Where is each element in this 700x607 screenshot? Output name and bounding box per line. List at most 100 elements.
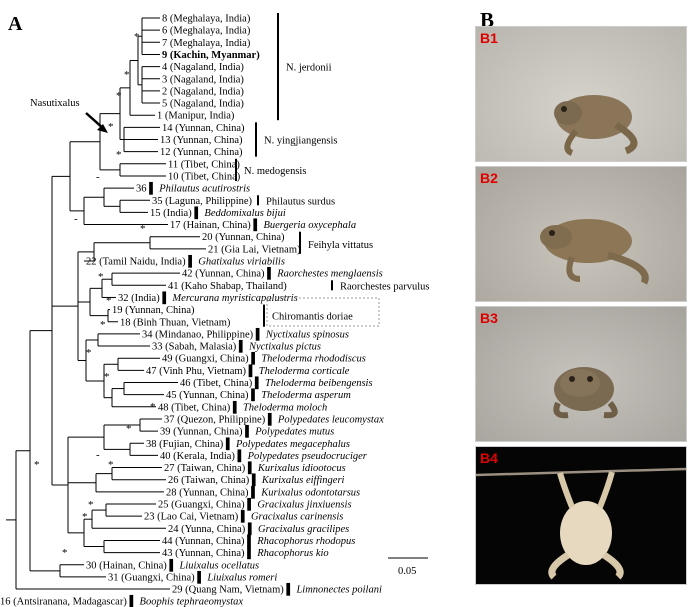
taxon-label: 10 (Tibet, China) — [168, 171, 241, 182]
species-name: Gracixalus carinensis — [251, 512, 343, 523]
taxon-label: 20 (Yunnan, China) — [202, 232, 285, 243]
taxon-label-text: 11 (Tibet, China) — [168, 159, 240, 170]
taxon-label-text: 26 (Taiwan, China) — [168, 475, 250, 486]
selection-box — [266, 297, 380, 327]
taxon-label: 45 (Yunnan, China) ▌ Theloderma asperum — [166, 388, 351, 402]
clade-label: N. medogensis — [244, 166, 306, 177]
taxon-label: 14 (Yunnan, China) — [162, 123, 245, 134]
support-mark: * — [62, 547, 68, 559]
taxon-label-text: 45 (Yunnan, China) — [166, 390, 249, 401]
taxon-label-text: 44 (Yunnan, China) — [162, 536, 245, 547]
taxon-label: 4 (Nagaland, India) — [162, 62, 244, 73]
taxon-label-text: 16 (Antsiranana, Madagascar) — [0, 597, 127, 607]
frog-ventral-image — [476, 467, 686, 580]
species-name: Theloderma asperum — [261, 390, 351, 401]
taxon-label-text: 14 (Yunnan, China) — [162, 123, 245, 134]
species-name: Rhacophorus rhodopus — [256, 536, 355, 547]
species-name: Nyctixalus pictus — [248, 342, 321, 353]
support-mark: - — [96, 171, 100, 183]
taxon-label-text: 8 (Meghalaya, India) — [162, 14, 251, 25]
panel-a-label: A — [8, 13, 23, 35]
taxon-label-text: 2 (Nagaland, India) — [162, 86, 244, 97]
taxon-label: 33 (Sabah, Malasia) ▌ Nyctixalus pictus — [152, 340, 321, 354]
taxon-label-text: 23 (Lao Cai, Vietnam) — [144, 512, 239, 523]
species-name: Gracixalus jinxiuensis — [257, 500, 351, 511]
species-name: Polypedates mutus — [254, 427, 334, 438]
support-mark: * — [106, 295, 112, 307]
taxon-label-text: 34 (Mindanao, Philippine) — [142, 329, 254, 340]
taxon-label: 36 ▌ Philautus acutirostris — [136, 182, 250, 196]
taxon-label: 35 (Laguna, Philippine) — [152, 196, 253, 207]
species-name: Polypedates pseudocruciger — [247, 451, 368, 462]
taxon-label-text: 39 (Yunnan, China) — [160, 427, 243, 438]
taxon-label: 32 (India) ▌ Mercurana myristicapalustri… — [118, 291, 298, 305]
taxon-label: 7 (Meghalaya, India) — [162, 38, 251, 49]
support-mark: * — [126, 423, 132, 435]
taxon-label: 40 (Kerala, India) ▌ Polypedates pseudoc… — [160, 449, 368, 463]
taxon-label: 48 (Tibet, China) ▌ Theloderma moloch — [158, 400, 327, 414]
taxon-label-text: 38 (Fujian, China) — [146, 439, 224, 450]
support-mark: * — [100, 319, 106, 331]
photo-b2-label: B2 — [480, 170, 498, 186]
species-name: Theloderma corticale — [259, 366, 350, 377]
taxon-label-text: 15 (India) — [150, 208, 192, 219]
support-mark: * — [140, 223, 146, 235]
support-mark: * — [88, 499, 94, 511]
taxon-label-text: 22 (Tamil Naidu, India) — [86, 257, 186, 268]
taxon-label-text: 29 (Quang Nam, Vietnam) — [172, 585, 284, 596]
taxon-label-text: 4 (Nagaland, India) — [162, 62, 244, 73]
photo-b3: B3 — [475, 306, 687, 442]
support-mark: * — [108, 121, 114, 133]
taxon-label-text: 42 (Yunnan, China) — [182, 269, 265, 280]
taxon-label: 34 (Mindanao, Philippine) ▌ Nyctixalus s… — [142, 327, 349, 341]
taxon-label-text: 24 (Yunna, China) — [168, 524, 246, 535]
species-name: Nyctixalus spinosus — [265, 329, 349, 340]
taxon-label: 13 (Yunnan, China) — [160, 135, 243, 146]
taxon-label-text: 41 (Kaho Shabap, Thailand) — [168, 281, 287, 292]
species-name: Philautus acutirostris — [158, 184, 250, 195]
taxon-label: 15 (India) ▌ Beddomixalus bijui — [150, 206, 286, 220]
photo-b4: B4 — [475, 446, 687, 585]
taxon-label-text: 9 (Kachin, Myanmar) — [162, 50, 260, 61]
clade-label: Chiromantis doriae — [272, 312, 353, 323]
taxon-label: 23 (Lao Cai, Vietnam) ▌ Gracixalus carin… — [144, 510, 343, 524]
taxon-label-text: 3 (Nagaland, India) — [162, 74, 244, 85]
taxon-label: 11 (Tibet, China) — [168, 159, 240, 170]
scale-bar-label: 0.05 — [398, 566, 416, 577]
taxon-label: 18 (Binh Thuan, Vietnam) — [120, 317, 231, 328]
frog-dorsal-image — [554, 95, 638, 156]
species-name: Beddomixalus bijui — [204, 208, 285, 219]
taxon-label: 22 (Tamil Naidu, India) ▌ Ghatixalus vir… — [86, 255, 285, 269]
taxon-label: 39 (Yunnan, China) ▌ Polypedates mutus — [160, 425, 334, 439]
taxon-label: 38 (Fujian, China) ▌ Polypedates megacep… — [146, 437, 350, 451]
taxon-label-text: 49 (Guangxi, China) — [162, 354, 249, 365]
taxon-label: 43 (Yunnan, China) ▌ Rhacophorus kio — [162, 546, 329, 560]
taxon-label-text: 1 (Manipur, India) — [157, 111, 235, 122]
species-name: Theloderma beibengensis — [265, 378, 373, 389]
photo-b4-label: B4 — [480, 450, 498, 466]
node-arrow-head — [97, 124, 108, 133]
species-name: Buergeria oxycephala — [263, 220, 356, 231]
taxon-label: 30 (Hainan, China) ▌ Liuixalus ocellatus — [86, 558, 259, 572]
support-mark: * — [150, 401, 156, 413]
taxon-labels: 8 (Meghalaya, India)6 (Meghalaya, India)… — [0, 14, 384, 607]
taxon-label: 37 (Quezon, Philippine) ▌ Polypedates le… — [164, 412, 384, 426]
taxon-label: 46 (Tibet, China) ▌ Theloderma beibengen… — [180, 376, 373, 390]
taxon-label: 2 (Nagaland, India) — [162, 86, 244, 97]
clade-bars: N. jerdonii N. yingjiangensis N. medogensi… — [235, 13, 430, 327]
taxon-label: 5 (Nagaland, India) — [162, 99, 244, 110]
clade-label: Philautus surdus — [266, 196, 335, 207]
species-name: Gracixalus gracilipes — [258, 524, 349, 535]
taxon-label-text: 21 (Gia Lai, Vietnam) — [208, 244, 301, 255]
taxon-label-text: 28 (Yunnan, China) — [166, 487, 249, 498]
taxon-label: 16 (Antsiranana, Madagascar) ▌ Boophis t… — [0, 595, 243, 607]
taxon-label-text: 36 — [136, 184, 147, 195]
support-mark: * — [134, 31, 140, 43]
taxon-label: 25 (Guangxi, China) ▌ Gracixalus jinxiue… — [158, 498, 352, 512]
clade-label: N. jerdonii — [286, 63, 332, 74]
phylogenetic-tree: A 8 (Meghalaya, India)6 (Meghalaya, Indi… — [0, 13, 430, 607]
frog-lateral-image — [540, 219, 649, 285]
species-name: Polypedates leucomystax — [277, 414, 384, 425]
species-name: Ghatixalus viriabilis — [198, 257, 285, 268]
clade-label: Feihyla vittatus — [308, 240, 373, 251]
